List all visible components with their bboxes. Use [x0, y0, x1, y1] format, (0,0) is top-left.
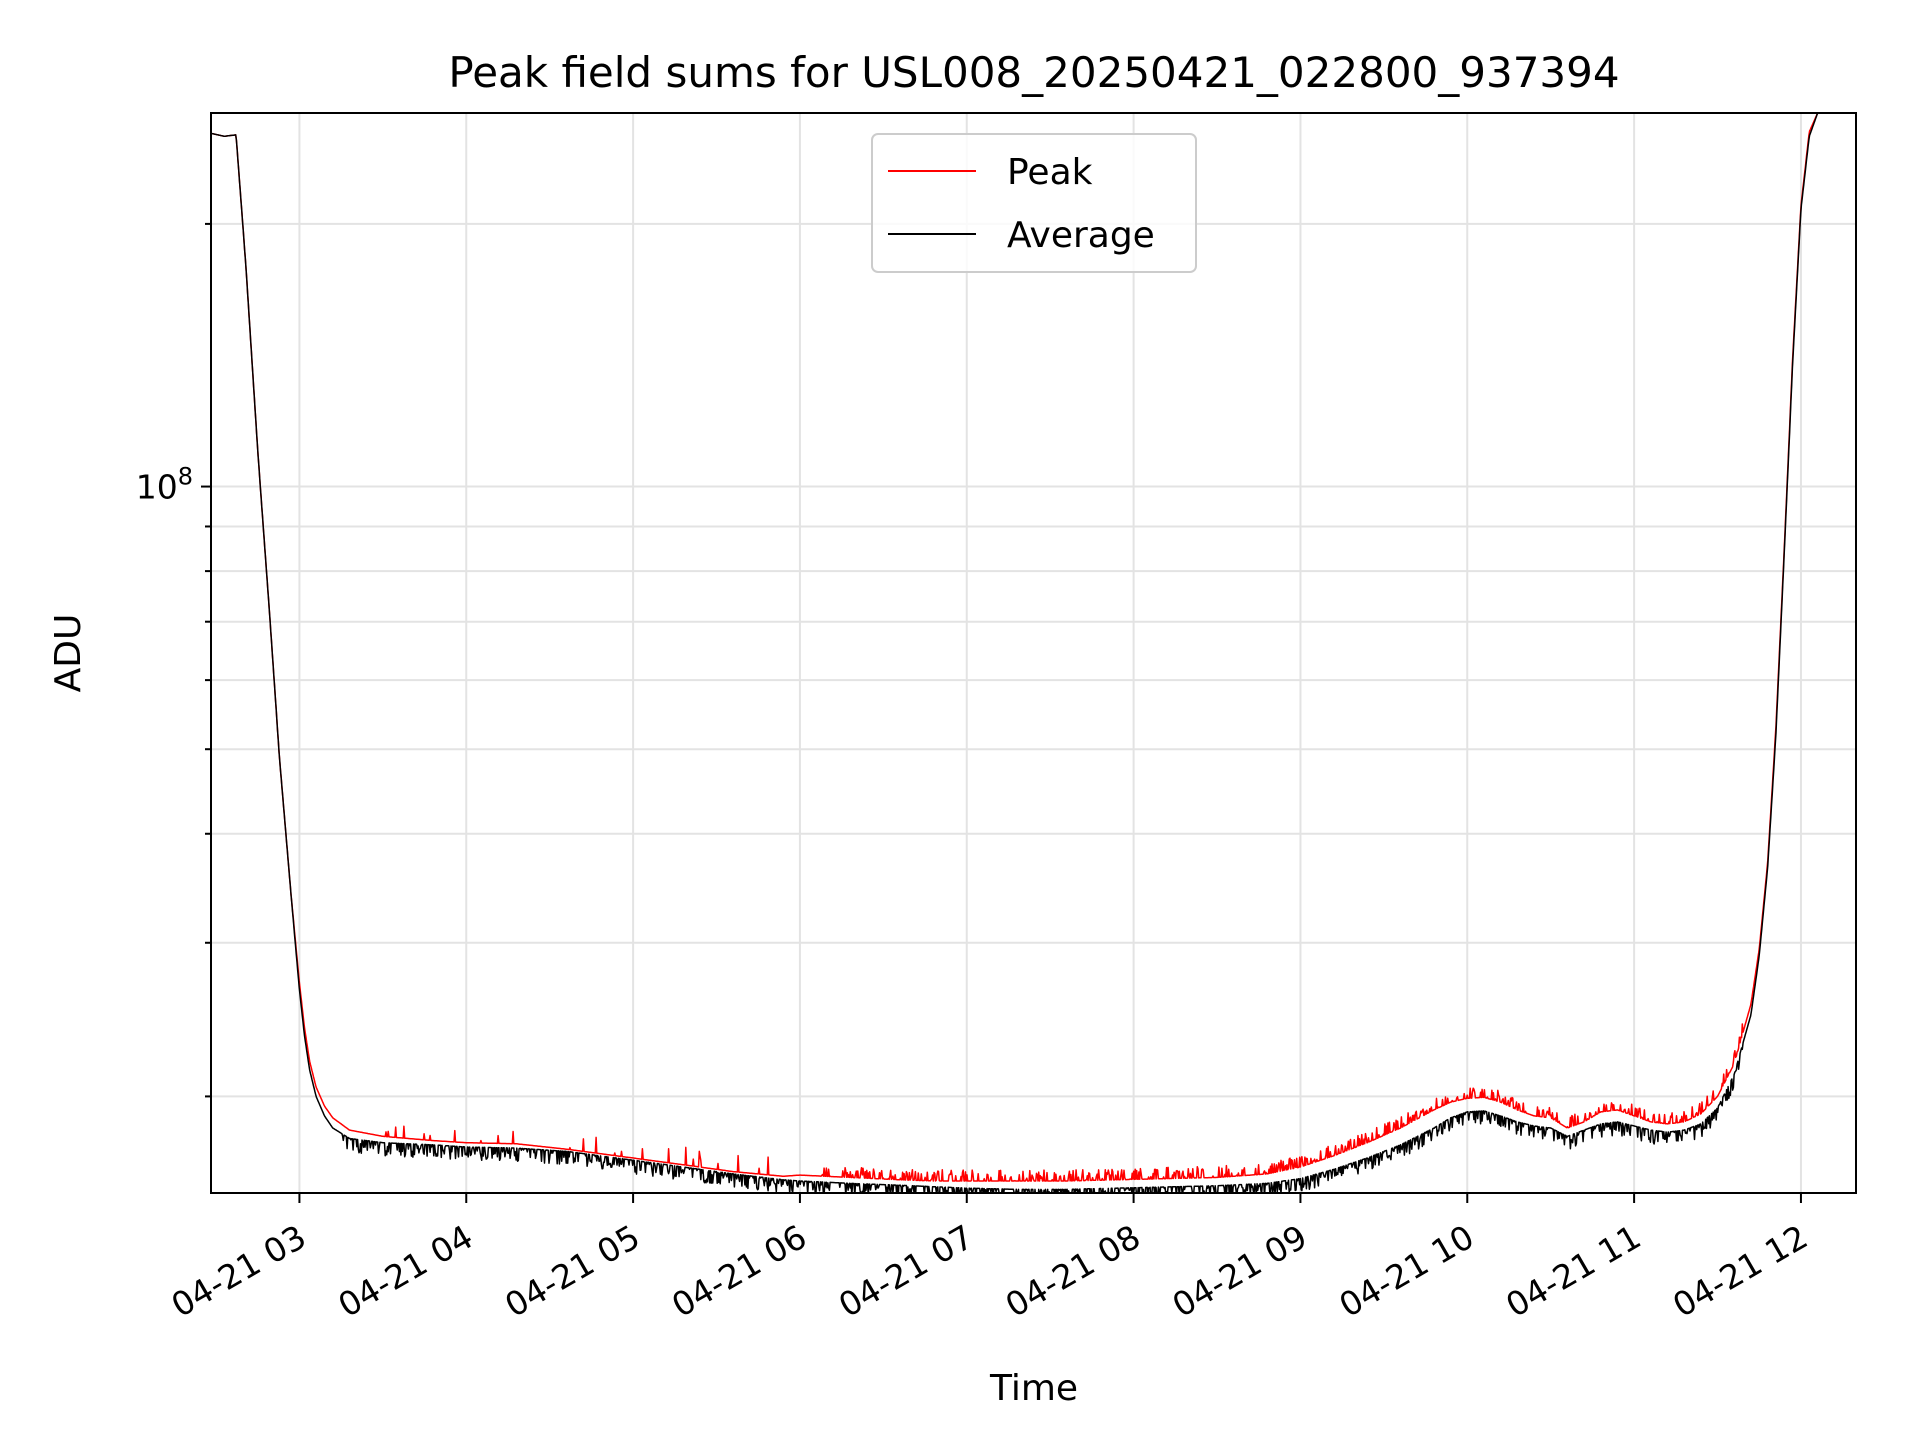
series-line-average	[211, 113, 1856, 1193]
legend-label-average: Average	[1007, 215, 1155, 256]
y-axis-ticks: 108	[136, 222, 211, 1098]
legend-label-peak: Peak	[1007, 152, 1093, 193]
plot-frame	[210, 112, 1857, 1194]
y-axis-label: ADU	[48, 614, 89, 693]
series-layer	[211, 113, 1856, 1193]
legend-box	[871, 133, 1197, 273]
y-tick-label: 108	[136, 463, 193, 507]
chart-title: Peak field sums for USL008_20250421_0228…	[448, 48, 1619, 97]
grid-lines	[211, 113, 1856, 1193]
x-axis-label: Time	[989, 1368, 1078, 1409]
series-line-peak	[211, 113, 1856, 1182]
legend: Peak Average	[871, 133, 1197, 273]
